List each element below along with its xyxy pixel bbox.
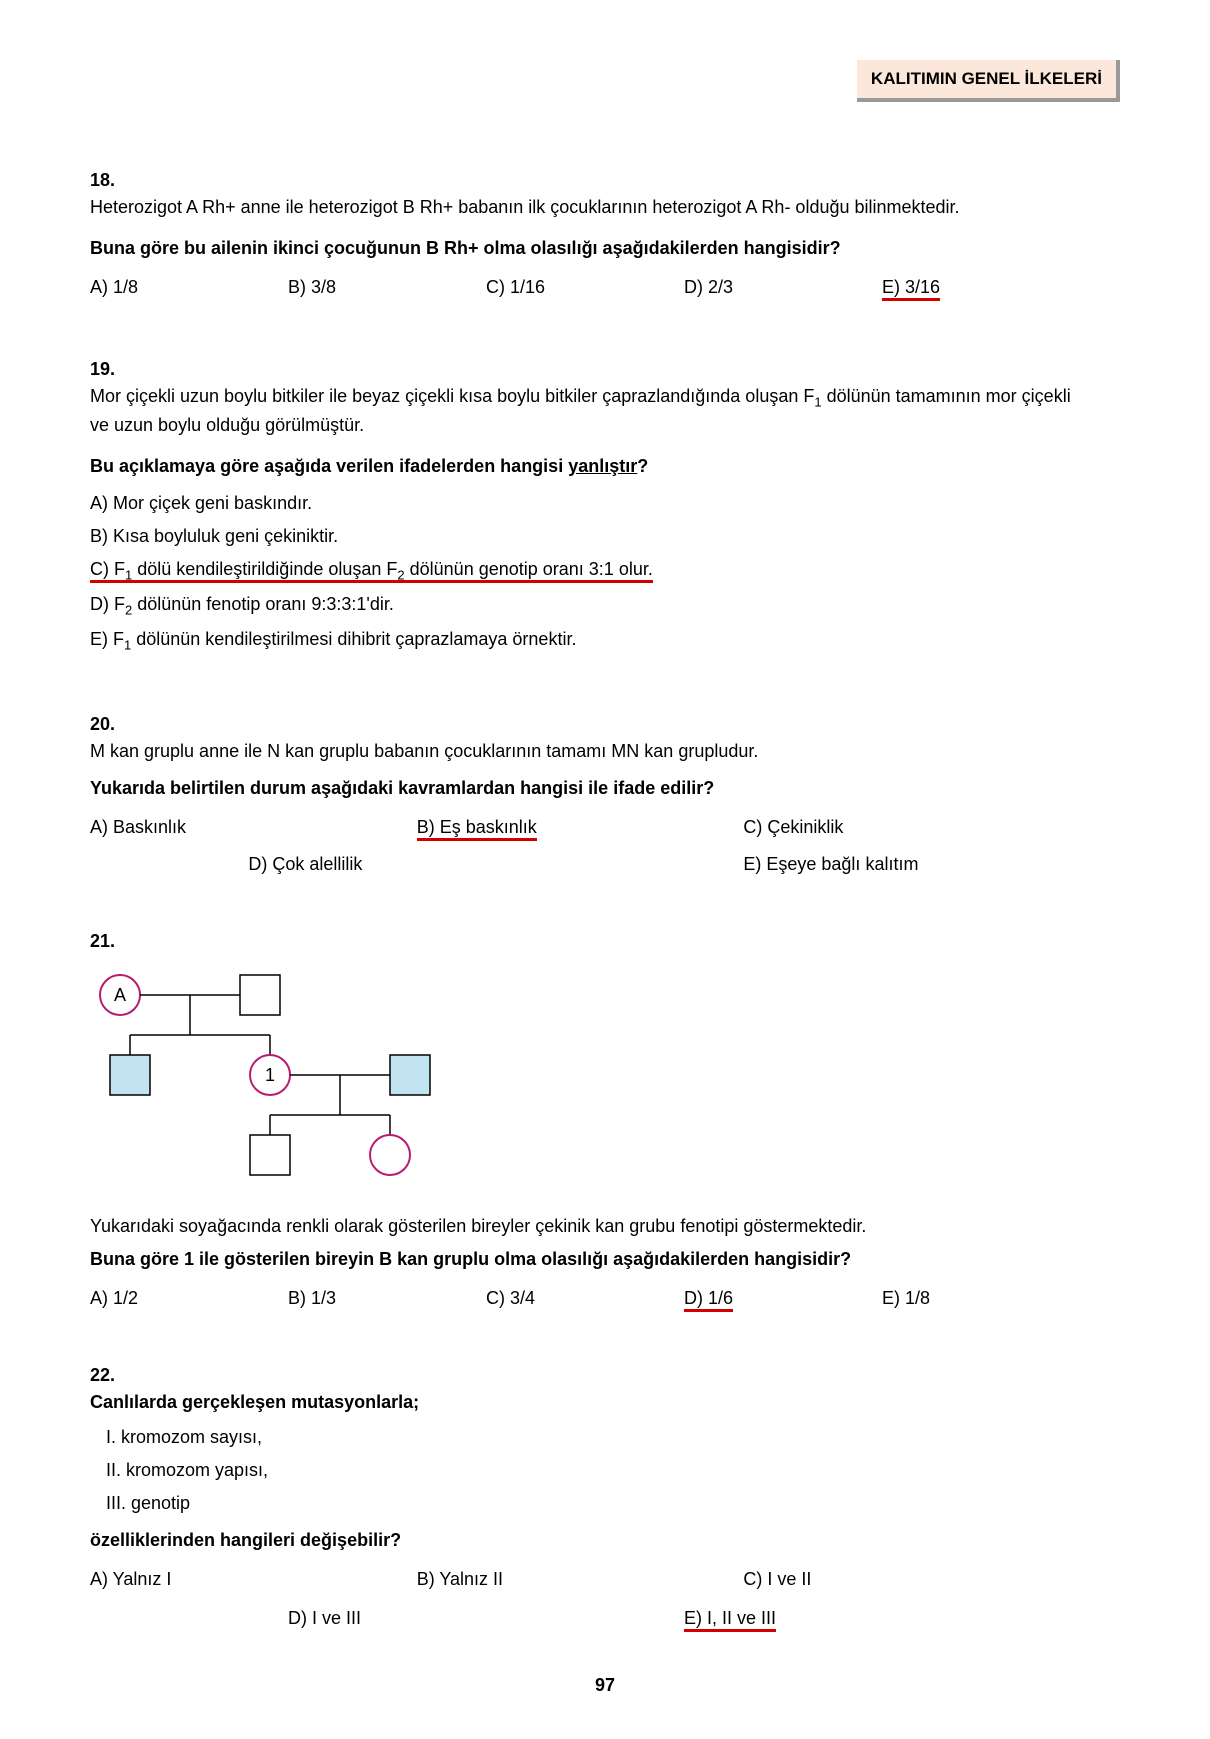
q20-opt-e: E) Eşeye bağlı kalıtım	[743, 851, 1080, 878]
q22-opt-b: B) Yalnız II	[417, 1566, 744, 1593]
question-21: 21. A 1	[90, 928, 1120, 1312]
q21-opt-a: A) 1/2	[90, 1285, 288, 1312]
q21-options: A) 1/2 B) 1/3 C) 3/4 D) 1/6 E) 1/8	[90, 1285, 1080, 1312]
q18-opt-d: D) 2/3	[684, 274, 882, 301]
q22-stmt-i: I. kromozom sayısı,	[106, 1424, 1080, 1451]
q19-opt-b: B) Kısa boyluluk geni çekiniktir.	[90, 523, 1080, 550]
q18-number: 18.	[90, 167, 126, 194]
question-22: 22. Canlılarda gerçekleşen mutasyonlarla…	[90, 1362, 1120, 1632]
q19-opt-d: D) F2 dölünün fenotip oranı 9:3:3:1'dir.	[90, 591, 1080, 620]
q20-opt-a: A) Baskınlık	[90, 814, 417, 841]
pedigree-diagram: A 1	[90, 965, 1080, 1203]
q22-options-row2: D) I ve III E) I, II ve III	[90, 1605, 1080, 1632]
q20-opt-b: B) Eş baskınlık	[417, 814, 744, 841]
q21-opt-e: E) 1/8	[882, 1285, 1080, 1312]
q22-opt-e: E) I, II ve III	[684, 1605, 981, 1632]
q22-options-row1: A) Yalnız I B) Yalnız II C) I ve II	[90, 1566, 1080, 1593]
q21-opt-c: C) 3/4	[486, 1285, 684, 1312]
q19-opt-a: A) Mor çiçek geni baskındır.	[90, 490, 1080, 517]
q22-statements: I. kromozom sayısı, II. kromozom yapısı,…	[106, 1424, 1080, 1517]
q22-opt-d: D) I ve III	[288, 1605, 585, 1632]
q18-opt-e: E) 3/16	[882, 274, 1080, 301]
q19-prompt: Bu açıklamaya göre aşağıda verilen ifade…	[90, 453, 1080, 480]
q22-prompt2: özelliklerinden hangileri değişebilir?	[90, 1527, 1080, 1554]
q22-opt-a: A) Yalnız I	[90, 1566, 417, 1593]
q21-opt-b: B) 1/3	[288, 1285, 486, 1312]
question-18: 18. Heterozigot A Rh+ anne ile heterozig…	[90, 167, 1120, 301]
q22-number: 22.	[90, 1362, 126, 1389]
q22-stmt-ii: II. kromozom yapısı,	[106, 1457, 1080, 1484]
question-20: 20. M kan gruplu anne ile N kan gruplu b…	[90, 711, 1120, 878]
q20-number: 20.	[90, 711, 126, 738]
q19-options: A) Mor çiçek geni baskındır. B) Kısa boy…	[90, 490, 1080, 655]
q19-number: 19.	[90, 356, 126, 383]
q18-opt-b: B) 3/8	[288, 274, 486, 301]
q20-options-row2: D) Çok alellilik E) Eşeye bağlı kalıtım	[90, 851, 1080, 878]
q20-opt-c: C) Çekiniklik	[743, 814, 1070, 841]
q22-stmt-iii: III. genotip	[106, 1490, 1080, 1517]
svg-text:A: A	[114, 985, 126, 1005]
q21-prompt: Buna göre 1 ile gösterilen bireyin B kan…	[90, 1246, 1080, 1273]
svg-text:1: 1	[265, 1065, 275, 1085]
q18-opt-c: C) 1/16	[486, 274, 684, 301]
q18-text: Heterozigot A Rh+ anne ile heterozigot B…	[90, 194, 1080, 221]
q18-opt-a: A) 1/8	[90, 274, 288, 301]
q19-text: Mor çiçekli uzun boylu bitkiler ile beya…	[90, 383, 1080, 439]
q18-prompt: Buna göre bu ailenin ikinci çocuğunun B …	[90, 235, 1080, 262]
q21-number: 21.	[90, 928, 126, 955]
q21-opt-d: D) 1/6	[684, 1285, 882, 1312]
q20-prompt: Yukarıda belirtilen durum aşağıdaki kavr…	[90, 775, 1080, 802]
q21-text: Yukarıdaki soyağacında renkli olarak gös…	[90, 1213, 1080, 1240]
q20-text: M kan gruplu anne ile N kan gruplu baban…	[90, 738, 1080, 765]
q20-options-row1: A) Baskınlık B) Eş baskınlık C) Çekinikl…	[90, 814, 1080, 841]
page-number: 97	[90, 1672, 1120, 1699]
q18-options: A) 1/8 B) 3/8 C) 1/16 D) 2/3 E) 3/16	[90, 274, 1080, 301]
question-19: 19. Mor çiçekli uzun boylu bitkiler ile …	[90, 356, 1120, 661]
q22-prompt1: Canlılarda gerçekleşen mutasyonlarla;	[90, 1389, 1080, 1416]
q19-opt-c: C) F1 dölü kendileştirildiğinde oluşan F…	[90, 556, 1080, 585]
q20-opt-d: D) Çok alellilik	[248, 851, 585, 878]
q19-opt-e: E) F1 dölünün kendileştirilmesi dihibrit…	[90, 626, 1080, 655]
chapter-header: KALITIMIN GENEL İLKELERİ	[857, 60, 1120, 102]
q22-opt-c: C) I ve II	[743, 1566, 1070, 1593]
